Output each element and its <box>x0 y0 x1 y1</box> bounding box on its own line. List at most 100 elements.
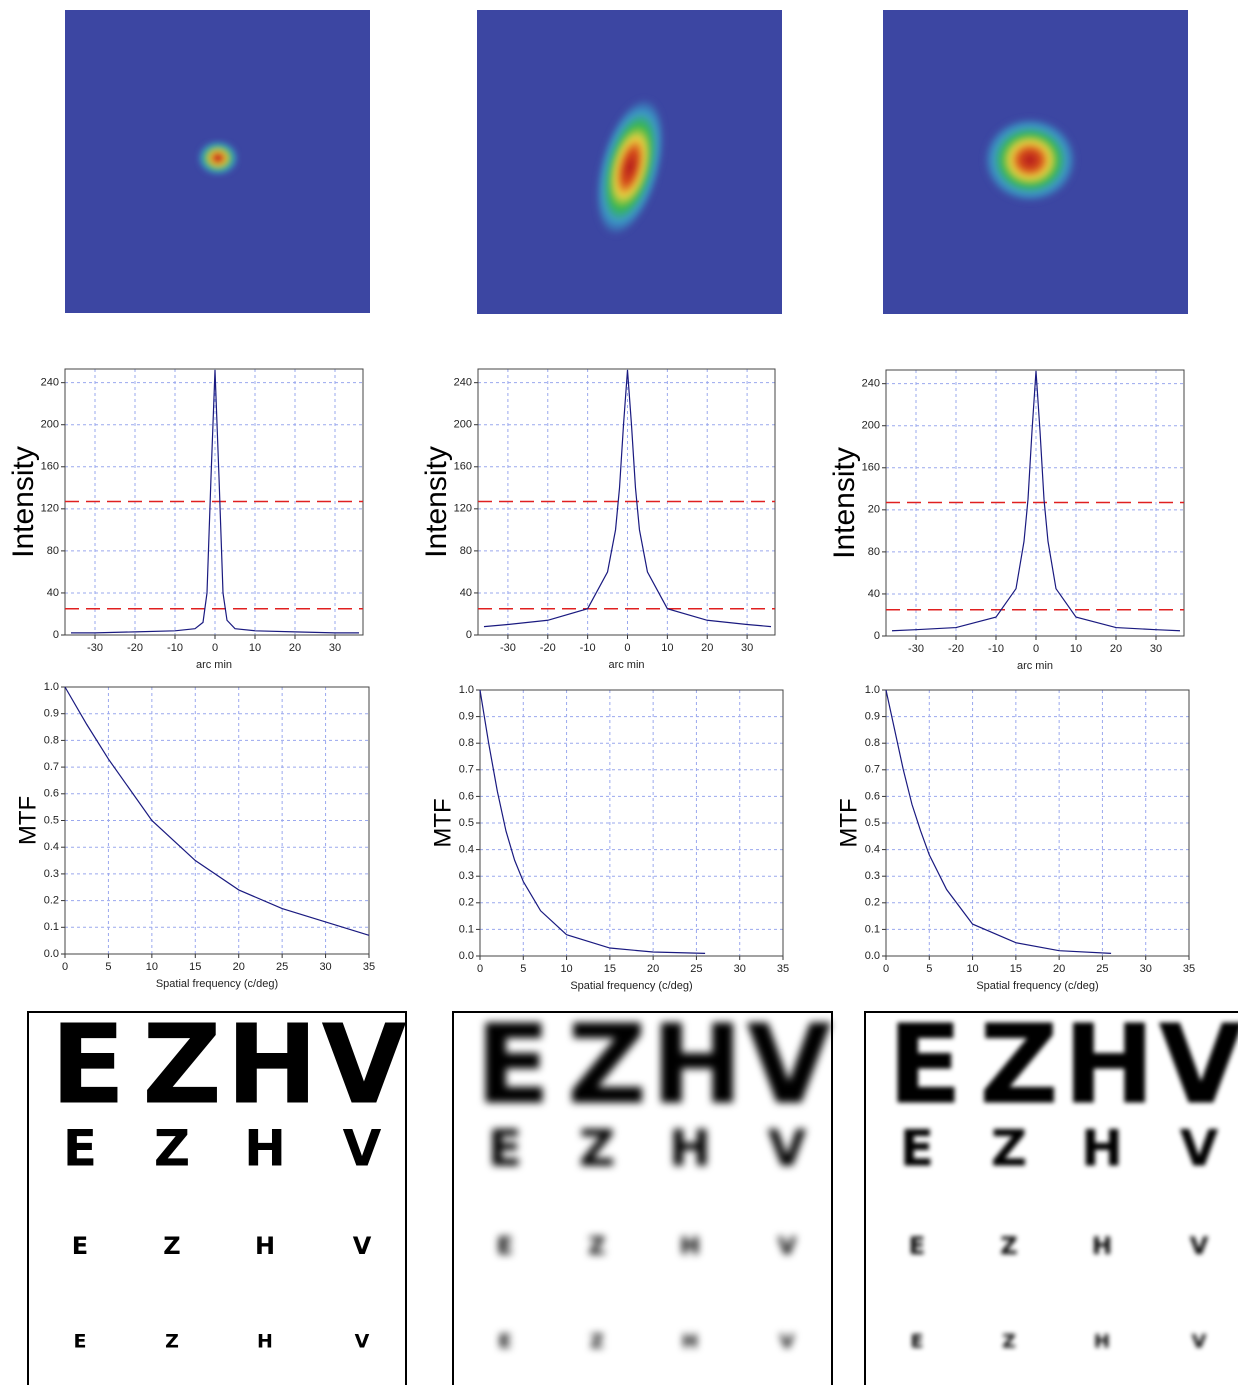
y-tick-label: 0.4 <box>44 841 59 853</box>
x-tick-label: 35 <box>1183 963 1195 975</box>
letter: V <box>1158 1000 1238 1128</box>
heatmap <box>477 10 782 314</box>
y-tick-label: 240 <box>862 378 880 390</box>
x-tick-label: 15 <box>1010 963 1022 975</box>
y-axis-label: Intensity <box>828 447 861 559</box>
data-line <box>71 370 359 634</box>
y-tick-label: 0 <box>53 629 59 641</box>
y-tick-label: 0.5 <box>865 817 880 829</box>
x-tick-label: 0 <box>883 963 889 975</box>
data-line <box>479 689 706 954</box>
letter: E <box>488 1120 522 1178</box>
y-axis-label: MTF <box>14 796 41 845</box>
x-tick-label: -30 <box>87 642 103 654</box>
letter: H <box>680 1232 700 1260</box>
letter: H <box>669 1120 711 1178</box>
x-tick-label: 10 <box>661 642 673 654</box>
y-tick-label: 240 <box>41 377 59 389</box>
x-axis-label: arc min <box>1017 660 1053 672</box>
x-tick-label: 35 <box>777 963 789 975</box>
x-tick-label: 15 <box>189 961 201 973</box>
y-tick-label: 0.3 <box>459 870 474 882</box>
y-tick-label: 80 <box>460 545 472 557</box>
y-tick-label: 0.1 <box>44 921 59 933</box>
letter: H <box>682 1331 698 1353</box>
x-tick-label: 20 <box>701 642 713 654</box>
letter: H <box>1094 1331 1110 1353</box>
letter: V <box>780 1331 795 1353</box>
letter: H <box>1063 1000 1155 1128</box>
y-tick-label: 120 <box>41 503 59 515</box>
letter: Z <box>142 1000 222 1128</box>
x-axis-label: Spatial frequency (c/deg) <box>976 980 1098 992</box>
letter: H <box>1092 1232 1112 1260</box>
y-tick-label: 160 <box>41 461 59 473</box>
x-axis-label: arc min <box>608 659 644 671</box>
letter: H <box>257 1331 273 1353</box>
x-tick-label: -20 <box>948 643 964 655</box>
x-tick-label: 30 <box>329 642 341 654</box>
x-tick-label: 10 <box>146 961 158 973</box>
letter: E <box>887 1000 962 1128</box>
y-tick-label: 1.0 <box>459 684 474 696</box>
x-tick-label: 0 <box>1033 643 1039 655</box>
y-tick-label: 0.2 <box>865 897 880 909</box>
y-tick-label: 0.7 <box>865 764 880 776</box>
y-tick-label: 1.0 <box>865 684 880 696</box>
x-tick-label: 0 <box>477 963 483 975</box>
y-tick-label: 40 <box>460 587 472 599</box>
letter: H <box>1081 1120 1123 1178</box>
x-tick-label: 5 <box>105 961 111 973</box>
y-tick-label: 200 <box>41 419 59 431</box>
letter: Z <box>165 1331 179 1353</box>
y-tick-label: 0.2 <box>459 897 474 909</box>
y-tick-label: 200 <box>862 420 880 432</box>
y-tick-label: 0.1 <box>459 923 474 935</box>
letter: E <box>909 1232 925 1260</box>
data-line <box>64 686 370 936</box>
letter: Z <box>979 1000 1059 1128</box>
letter: Z <box>154 1120 190 1178</box>
y-axis-label: MTF <box>835 798 862 847</box>
letter: V <box>343 1120 382 1178</box>
y-tick-label: 0.0 <box>44 948 59 960</box>
y-tick-label: 0.4 <box>459 844 474 856</box>
x-tick-label: 20 <box>1053 963 1065 975</box>
letter: Z <box>163 1232 180 1260</box>
x-tick-label: 20 <box>1110 643 1122 655</box>
y-axis-label: Intensity <box>7 446 40 558</box>
x-tick-label: 25 <box>1096 963 1108 975</box>
letter: V <box>1190 1232 1209 1260</box>
x-axis-label: arc min <box>196 659 232 671</box>
y-tick-label: 0.1 <box>865 923 880 935</box>
y-tick-label: 0.8 <box>865 737 880 749</box>
letter: V <box>768 1120 807 1178</box>
y-tick-label: 120 <box>454 503 472 515</box>
y-tick-label: 0.3 <box>865 870 880 882</box>
x-tick-label: 0 <box>62 961 68 973</box>
y-tick-label: 0.4 <box>865 844 880 856</box>
x-tick-label: 20 <box>233 961 245 973</box>
letter: H <box>244 1120 286 1178</box>
letter: E <box>499 1331 512 1353</box>
heatmap <box>883 10 1188 314</box>
letter: Z <box>567 1000 647 1128</box>
letter: Z <box>590 1331 604 1353</box>
x-tick-label: 0 <box>212 642 218 654</box>
data-line <box>483 370 772 628</box>
data-line <box>891 371 1181 632</box>
x-tick-label: 10 <box>560 963 572 975</box>
x-tick-label: -20 <box>540 642 556 654</box>
y-tick-label: 80 <box>868 546 880 558</box>
y-tick-label: 160 <box>454 461 472 473</box>
y-tick-label: 0.8 <box>44 734 59 746</box>
x-tick-label: 30 <box>734 963 746 975</box>
x-tick-label: 5 <box>926 963 932 975</box>
y-tick-label: 0 <box>874 630 880 642</box>
x-tick-label: 20 <box>647 963 659 975</box>
letter: E <box>50 1000 125 1128</box>
letter-chart: E Z H VE Z H VE Z H VE Z H V <box>50 1000 406 1352</box>
x-axis-label: Spatial frequency (c/deg) <box>156 978 278 990</box>
x-tick-label: 20 <box>289 642 301 654</box>
